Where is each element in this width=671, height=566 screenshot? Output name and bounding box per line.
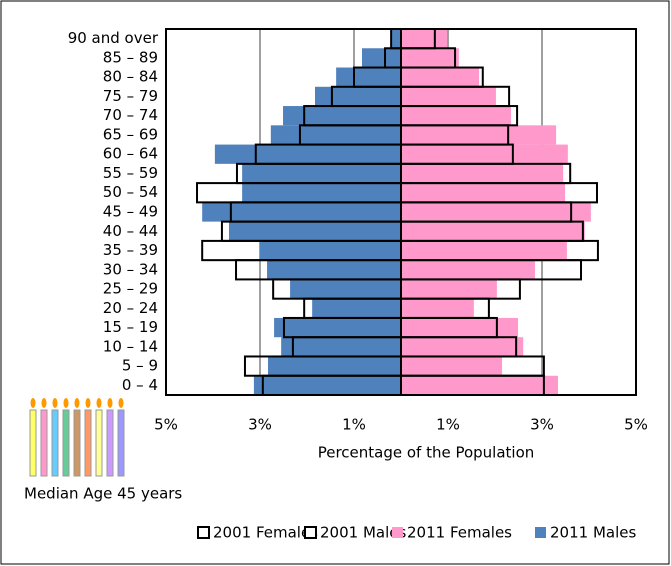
bar — [401, 86, 496, 107]
bar — [228, 221, 401, 241]
bar — [270, 125, 401, 145]
x-tick-label: 3% — [248, 416, 272, 434]
bar — [401, 260, 535, 280]
bar — [290, 279, 401, 299]
bar — [391, 29, 401, 49]
bar — [267, 356, 401, 376]
bar — [242, 163, 401, 184]
legend-swatch — [392, 527, 403, 538]
bar — [401, 144, 568, 164]
legend-label: 2011 Males — [550, 524, 636, 542]
bar — [401, 337, 524, 357]
bar — [401, 67, 480, 87]
y-tick-label: 70 – 74 — [103, 106, 158, 124]
legend-swatch — [304, 526, 317, 539]
bar — [312, 298, 401, 318]
bar — [401, 240, 567, 261]
y-tick-label: 20 – 24 — [103, 299, 158, 317]
legend-swatch — [197, 526, 210, 539]
bar — [401, 125, 557, 145]
bar — [314, 86, 401, 107]
y-tick-label: 65 – 69 — [103, 125, 158, 143]
plot-frame — [165, 28, 637, 396]
bar — [260, 240, 401, 261]
bar — [401, 106, 511, 126]
x-axis-label: Percentage of the Population — [318, 444, 535, 462]
y-tick-label: 0 – 4 — [122, 376, 158, 394]
x-tick-label: 1% — [436, 416, 460, 434]
bar — [401, 163, 564, 184]
bar — [401, 48, 459, 68]
bar — [401, 317, 519, 338]
y-tick-label: 30 – 34 — [103, 260, 158, 278]
bar — [283, 106, 401, 126]
bar — [401, 356, 503, 376]
y-tick-label: 10 – 14 — [103, 337, 158, 355]
y-tick-label: 80 – 84 — [103, 68, 158, 86]
candles — [29, 398, 125, 477]
bar — [242, 183, 401, 203]
y-tick-label: 25 – 29 — [103, 280, 158, 298]
legend-swatch — [535, 527, 546, 538]
y-tick-label: 60 – 64 — [103, 145, 158, 163]
bar — [267, 260, 401, 280]
bar — [401, 298, 474, 318]
bar — [401, 221, 585, 241]
y-tick-label: 5 – 9 — [122, 357, 158, 375]
x-tick-label: 3% — [530, 416, 554, 434]
y-tick-label: 40 – 44 — [103, 222, 158, 240]
bar — [401, 29, 448, 49]
bar — [361, 48, 401, 68]
legend-label: 2001 Males — [320, 524, 406, 542]
bar — [401, 279, 497, 299]
x-tick-label: 1% — [342, 416, 366, 434]
y-tick-label: 50 – 54 — [103, 183, 158, 201]
bar — [401, 183, 566, 203]
y-tick-label: 35 – 39 — [103, 241, 158, 259]
bar — [401, 375, 558, 395]
bar — [401, 202, 591, 222]
x-tick-label: 5% — [624, 416, 648, 434]
legend-label: 2001 Females — [213, 524, 318, 542]
bar — [281, 337, 401, 357]
bar — [253, 375, 401, 395]
y-tick-label: 75 – 79 — [103, 87, 158, 105]
y-tick-label: 15 – 19 — [103, 318, 158, 336]
y-tick-label: 45 – 49 — [103, 203, 158, 221]
y-tick-label: 90 and over — [68, 29, 159, 47]
bar — [214, 144, 401, 164]
bar — [274, 317, 401, 338]
x-tick-label: 5% — [154, 416, 178, 434]
bar — [336, 67, 401, 87]
bar — [202, 202, 401, 222]
legend-label: 2011 Females — [407, 524, 512, 542]
y-tick-label: 85 – 89 — [103, 48, 158, 66]
annotation: Median Age 45 years — [24, 485, 182, 503]
y-tick-label: 55 – 59 — [103, 164, 158, 182]
